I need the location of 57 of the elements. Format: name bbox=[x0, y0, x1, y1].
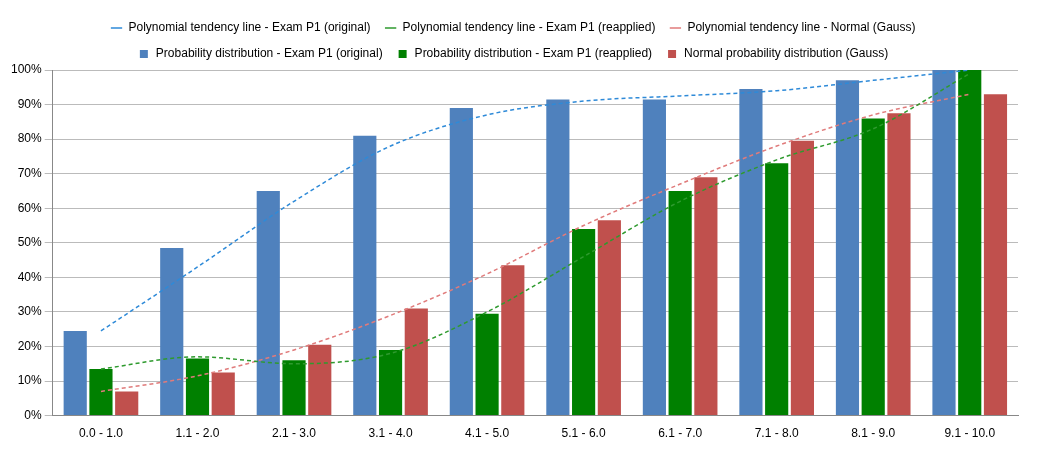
x-tick-label: 0.0 - 1.0 bbox=[78, 426, 124, 441]
y-tick-label: 40% bbox=[17, 269, 43, 284]
bar bbox=[597, 220, 621, 416]
bar bbox=[449, 108, 473, 416]
legend-label: Probability distribution - Exam P1 (reapplied) bbox=[414, 46, 653, 61]
legend-label: Normal probability distribution (Gauss) bbox=[684, 46, 889, 61]
x-tick-label: 6.1 - 7.0 bbox=[658, 426, 703, 441]
bar bbox=[861, 118, 885, 416]
y-tick-label: 80% bbox=[17, 131, 43, 146]
bar bbox=[572, 228, 596, 416]
bar bbox=[668, 190, 692, 416]
bar bbox=[932, 70, 956, 416]
y-tick-label: 70% bbox=[17, 165, 43, 180]
bar bbox=[115, 391, 139, 416]
x-tick-label: 7.1 - 8.0 bbox=[754, 426, 800, 441]
y-tick-label: 10% bbox=[17, 373, 43, 388]
bar bbox=[887, 113, 911, 416]
y-tick-label: 0% bbox=[24, 407, 43, 422]
bar bbox=[739, 89, 763, 416]
bar bbox=[63, 330, 87, 416]
y-tick-label: 100% bbox=[10, 62, 43, 77]
y-tick-label: 60% bbox=[17, 200, 43, 215]
legend-label: Polynomial tendency line - Exam P1 (original) bbox=[128, 20, 371, 35]
bar bbox=[765, 163, 789, 416]
x-tick-label: 3.1 - 4.0 bbox=[368, 426, 413, 441]
bar bbox=[694, 177, 718, 416]
bar bbox=[835, 80, 860, 416]
x-tick-label: 8.1 - 9.0 bbox=[851, 426, 896, 441]
bar bbox=[475, 313, 499, 416]
bar bbox=[256, 190, 280, 416]
bar bbox=[546, 99, 570, 416]
x-tick-label: 2.1 - 3.0 bbox=[272, 426, 317, 441]
x-tick-label: 4.1 - 5.0 bbox=[465, 426, 510, 441]
bar bbox=[790, 140, 814, 416]
legend-label: Probability distribution - Exam P1 (original) bbox=[155, 46, 383, 61]
bar bbox=[282, 360, 306, 416]
legend-label: Polynomial tendency line - Normal (Gauss) bbox=[687, 20, 916, 35]
bar bbox=[160, 247, 184, 416]
bar bbox=[308, 344, 332, 416]
bar bbox=[642, 99, 666, 416]
x-tick-label: 9.1 - 10.0 bbox=[944, 426, 996, 441]
x-tick-label: 1.1 - 2.0 bbox=[175, 426, 220, 441]
y-tick-label: 30% bbox=[17, 304, 43, 319]
bar bbox=[211, 372, 235, 416]
bar bbox=[404, 308, 428, 416]
y-tick-label: 90% bbox=[17, 96, 43, 111]
bar bbox=[353, 135, 377, 416]
y-tick-label: 20% bbox=[17, 338, 43, 353]
bar bbox=[958, 70, 982, 416]
x-tick-label: 5.1 - 6.0 bbox=[561, 426, 606, 441]
legend-label: Polynomial tendency line - Exam P1 (reapplied) bbox=[402, 20, 656, 35]
bar bbox=[185, 358, 210, 416]
bar bbox=[983, 94, 1008, 416]
bar bbox=[89, 368, 113, 416]
bar bbox=[378, 349, 403, 416]
bar bbox=[501, 265, 525, 416]
y-tick-label: 50% bbox=[17, 235, 43, 250]
